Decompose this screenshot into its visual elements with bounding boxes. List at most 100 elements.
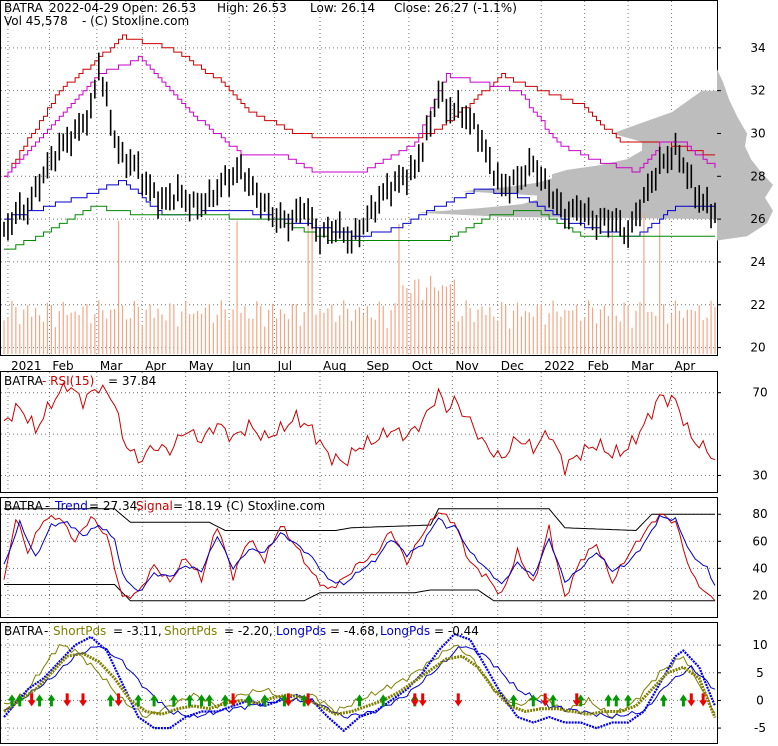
long-pds-2-value: = -0.44 — [434, 624, 479, 638]
price-y-tick-label: 20 — [750, 341, 765, 355]
buy-arrow — [15, 694, 24, 707]
short-pds-2-name: ShortPds — [164, 624, 217, 638]
rsi-line — [3, 381, 716, 476]
pds-y-tick-label: 10 — [752, 638, 767, 652]
date-x-tick-label: Oct — [412, 359, 433, 373]
sell-arrow — [454, 693, 463, 707]
buy-arrow — [197, 694, 206, 707]
price-y-tick-label: 34 — [750, 41, 765, 55]
header-volume: Vol 45,578 — [4, 14, 68, 28]
buy-arrow — [7, 694, 16, 707]
buy-arrow — [529, 694, 538, 707]
trend-label-credit: - (C) Stoxline.com — [218, 499, 325, 513]
short-pds-1-value: = -3.11, — [113, 624, 162, 638]
header-high: High: 26.53 — [217, 1, 287, 15]
header-date: 2022-04-29 — [49, 1, 119, 15]
sell-arrow — [79, 693, 87, 707]
price-y-tick-label: 26 — [750, 212, 765, 226]
sell-arrow — [304, 693, 313, 707]
date-x-tick-label: Sep — [366, 359, 389, 373]
header-credit: - (C) Stoxline.com — [82, 14, 189, 28]
pds-y-tick-label: 5 — [756, 666, 764, 680]
date-x-tick-label: Feb — [588, 359, 609, 373]
rsi-panel: 70 30 BATRA - RSI(15) = 37.84 — [0, 371, 768, 493]
date-x-tick-label: May — [189, 359, 214, 373]
long-pds-1-value: = -4.68, — [330, 624, 379, 638]
buy-arrow — [150, 694, 159, 707]
price-y-tick-label: 22 — [750, 298, 765, 312]
buy-arrow — [260, 694, 269, 707]
pds-signal-arrows — [7, 693, 708, 707]
channel-lower-line — [4, 584, 715, 602]
trend-lines — [3, 508, 716, 602]
date-x-tick-label: Apr — [675, 359, 696, 373]
long-pds-1-name: LongPds — [276, 624, 326, 638]
buy-arrow — [185, 694, 194, 707]
sell-arrow — [572, 693, 581, 707]
date-x-axis: 2021 Feb Mar Apr May Jun Jul Aug Sep Oct Nov Dec 202… — [11, 359, 695, 373]
pds-y-axis: 10 5 0 -5 — [717, 638, 768, 735]
rsi-y-tick-label: 70 — [752, 386, 767, 400]
volume-profile — [417, 69, 773, 241]
pds-label-ticker: BATRA — [4, 624, 44, 638]
trend-y-axis: 80 60 40 20 — [717, 507, 768, 602]
volume-profile-overflow — [717, 69, 773, 241]
channel-upper-line — [4, 508, 715, 532]
header-ticker: BATRA — [4, 1, 44, 15]
buy-arrow — [221, 694, 230, 707]
pds-label-dash: - — [44, 624, 48, 638]
buy-arrow — [35, 694, 44, 707]
pds-y-tick-label: -5 — [754, 721, 766, 735]
long-upper-band — [4, 34, 715, 177]
sell-arrow — [114, 693, 123, 707]
trend-y-tick-label: 20 — [752, 588, 767, 602]
date-x-tick-label: Aug — [323, 359, 346, 373]
buy-arrow — [549, 694, 558, 707]
price-bars — [3, 52, 716, 255]
pds-panel: 10 5 0 -5 BATRA - ShortPds = -3.11, ShortPd… — [0, 622, 768, 744]
trend-line — [3, 514, 716, 592]
rsi-lines — [3, 381, 716, 476]
short-pds-1-name: ShortPds — [53, 624, 106, 638]
long-pds-2-name: LongPds — [380, 624, 430, 638]
trend-y-tick-label: 60 — [752, 534, 767, 548]
pds-y-tick-label: 0 — [756, 693, 764, 707]
date-x-tick-label: Apr — [145, 359, 166, 373]
trend-grid — [1, 498, 717, 617]
volume-bars — [3, 214, 716, 354]
short-pds-line — [3, 651, 717, 719]
trend-label-ticker: BATRA — [4, 499, 44, 513]
date-x-tick-label: Dec — [501, 359, 524, 373]
signal-label-name: Signal — [136, 499, 173, 513]
buy-arrow — [244, 694, 253, 707]
rsi-y-axis: 70 30 — [717, 386, 768, 482]
trend-panel: 80 60 40 20 BATRA - Trend = 27.34, Signal =… — [0, 497, 768, 618]
rsi-label-ticker: BATRA — [4, 374, 44, 388]
sell-arrow — [541, 693, 550, 707]
date-x-tick-label: Jun — [231, 359, 251, 373]
rsi-y-tick-label: 30 — [752, 468, 767, 482]
sell-arrow — [687, 693, 696, 707]
buy-arrow — [659, 694, 668, 707]
sell-arrow — [27, 693, 36, 707]
buy-arrow — [169, 694, 178, 707]
sell-arrow — [418, 693, 427, 707]
date-x-tick-label: Jul — [277, 359, 292, 373]
date-x-tick-label: 2022 — [544, 359, 575, 373]
date-x-tick-label: Mar — [100, 359, 123, 373]
trend-y-tick-label: 40 — [752, 561, 767, 575]
buy-arrow — [604, 694, 613, 707]
sell-arrow — [284, 693, 293, 707]
date-x-tick-label: Feb — [52, 359, 73, 373]
buy-arrow — [509, 694, 518, 707]
date-x-tick-label: 2021 — [11, 359, 42, 373]
trend-y-tick-label: 80 — [752, 507, 767, 521]
buy-arrow — [379, 694, 388, 707]
buy-arrow — [355, 694, 364, 707]
buy-arrow — [106, 694, 115, 707]
buy-arrow — [205, 694, 214, 707]
long-lower-band — [4, 205, 715, 250]
trend-label-value: = 27.34, — [89, 499, 141, 513]
date-x-tick-label: Mar — [631, 359, 654, 373]
